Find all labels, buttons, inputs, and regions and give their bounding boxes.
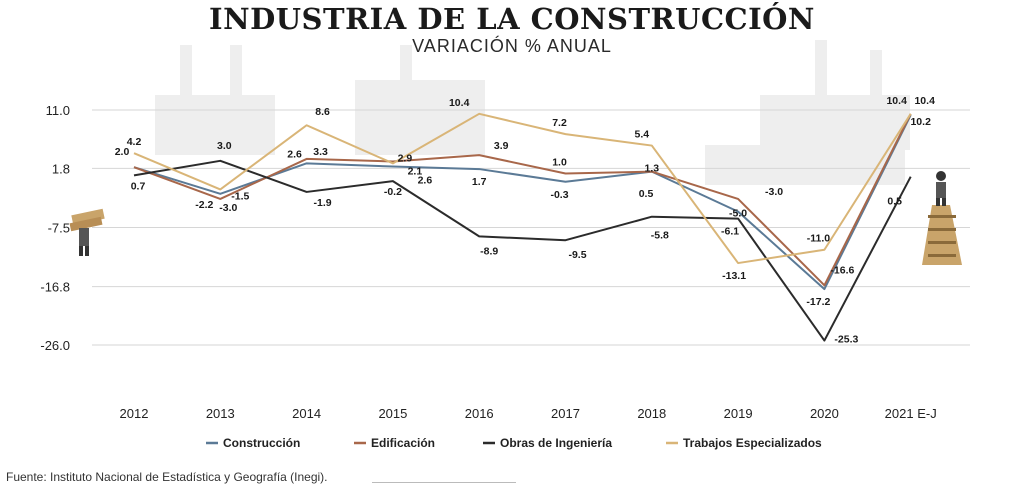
- data-label: 0.7: [131, 180, 146, 192]
- data-label: -13.1: [722, 270, 746, 282]
- line-chart: 11.0 1.8 -7.5 -16.8 -26.0 2012 2013 2014 2015 201…: [40, 40, 970, 450]
- y-tick-label: 1.8: [52, 161, 70, 176]
- data-label: 10.4: [886, 95, 907, 107]
- data-label: 8.6: [315, 106, 330, 118]
- x-tick-label: 2021 E-J: [885, 406, 937, 421]
- legend-item: Obras de Ingeniería: [483, 436, 612, 450]
- data-label: 3.0: [217, 140, 232, 152]
- x-tick-label: 2019: [724, 406, 753, 421]
- data-label: -3.0: [765, 186, 783, 198]
- data-label: -5.0: [729, 208, 747, 220]
- data-label: -0.2: [384, 186, 402, 198]
- data-label: -0.3: [550, 189, 568, 201]
- data-label: -8.9: [480, 245, 498, 257]
- data-label: 2.1: [408, 166, 423, 178]
- legend-label: Edificación: [371, 436, 435, 450]
- x-tick-label: 2014: [292, 406, 321, 421]
- data-label: 3.3: [313, 146, 328, 158]
- data-label: 2.0: [115, 146, 130, 158]
- chart-title: INDUSTRIA DE LA CONSTRUCCIÓN: [209, 2, 815, 36]
- legend-label: Trabajos Especializados: [683, 436, 822, 450]
- x-tick-label: 2012: [120, 406, 149, 421]
- worker-carrying-planks-illustration: [69, 208, 105, 256]
- data-label: 1.0: [552, 157, 567, 169]
- data-label: -3.0: [219, 202, 237, 214]
- data-label: 1.3: [644, 163, 659, 175]
- x-tick-label: 2016: [465, 406, 494, 421]
- data-label: -1.5: [231, 190, 249, 202]
- x-tick-label: 2020: [810, 406, 839, 421]
- x-tick-label: 2017: [551, 406, 580, 421]
- y-tick-label: -26.0: [40, 338, 70, 353]
- data-label: -16.6: [830, 264, 854, 276]
- data-label: -2.2: [195, 199, 213, 211]
- y-tick-label: -16.8: [40, 280, 70, 295]
- data-label: -11.0: [807, 233, 831, 245]
- data-label: 10.2: [910, 116, 931, 128]
- y-tick-label: 11.0: [46, 103, 70, 118]
- legend-item: Construcción: [206, 436, 300, 450]
- source-note: Fuente: Instituto Nacional de Estadístic…: [6, 470, 328, 484]
- data-label: 2.6: [418, 174, 433, 186]
- x-tick-label: 2015: [378, 406, 407, 421]
- source-divider: [372, 482, 516, 483]
- series-line: [133, 112, 912, 265]
- data-label: -5.8: [651, 230, 669, 242]
- series-line: [133, 159, 912, 342]
- data-label: 4.2: [127, 136, 142, 148]
- data-label: -6.1: [721, 226, 739, 238]
- legend-item: Trabajos Especializados: [666, 436, 822, 450]
- chart-subtitle: VARIACIÓN % ANUAL: [412, 36, 612, 56]
- data-label: 10.4: [449, 97, 470, 109]
- x-tick-label: 2013: [206, 406, 235, 421]
- data-label: -25.3: [834, 334, 858, 346]
- worker-on-ladder-illustration: [922, 171, 962, 265]
- data-label-annotation: 0.5: [639, 188, 654, 200]
- data-label: 2.9: [398, 152, 413, 164]
- data-label: 3.9: [494, 140, 509, 152]
- data-label: 0.5: [887, 196, 902, 208]
- y-tick-label: -7.5: [48, 221, 70, 236]
- data-label: 5.4: [634, 129, 649, 141]
- data-label: 1.7: [472, 176, 487, 188]
- data-label: 7.2: [552, 117, 567, 129]
- series-line: [133, 113, 912, 287]
- background-factory-illustration: [155, 40, 910, 185]
- data-label: -17.2: [806, 296, 830, 308]
- data-label: 10.4: [914, 95, 935, 107]
- data-label: 2.6: [287, 148, 302, 160]
- data-label: -1.9: [314, 197, 332, 209]
- data-label: -9.5: [568, 249, 586, 261]
- legend-item: Edificación: [354, 436, 435, 450]
- legend-label: Construcción: [223, 436, 300, 450]
- legend-label: Obras de Ingeniería: [500, 436, 612, 450]
- x-tick-label: 2018: [637, 406, 666, 421]
